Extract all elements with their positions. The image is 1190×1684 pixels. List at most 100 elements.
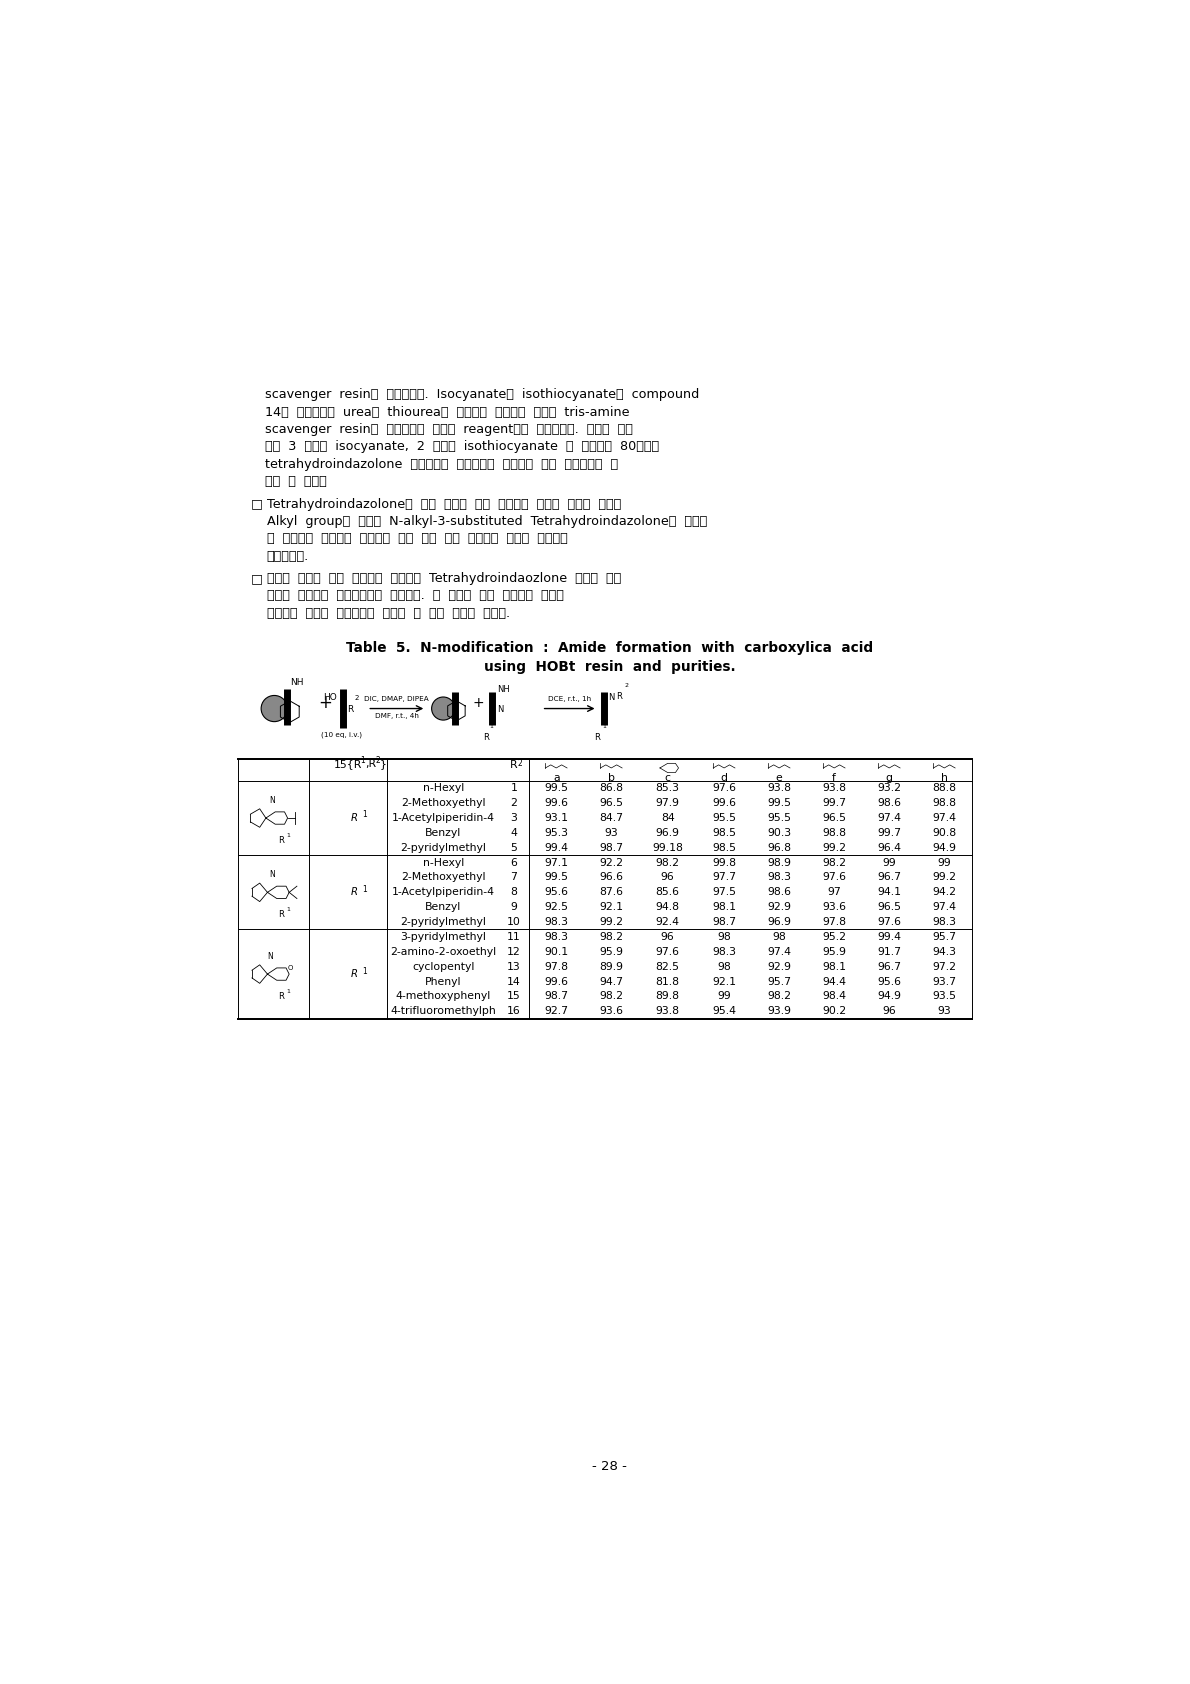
Text: a: a <box>553 773 559 783</box>
Text: 95.5: 95.5 <box>712 813 737 823</box>
Text: 94.2: 94.2 <box>932 887 957 898</box>
Text: 4: 4 <box>511 829 518 839</box>
Text: 98.3: 98.3 <box>544 931 568 941</box>
Text: 94.8: 94.8 <box>656 903 679 913</box>
Text: 99.6: 99.6 <box>544 798 568 808</box>
Text: O: O <box>288 965 294 972</box>
Text: 99.8: 99.8 <box>712 857 737 867</box>
Text: 99.4: 99.4 <box>877 931 901 941</box>
Text: 2-pyridylmethyl: 2-pyridylmethyl <box>401 842 487 852</box>
Text: 3-pyridylmethyl: 3-pyridylmethyl <box>401 931 487 941</box>
Text: 98: 98 <box>718 962 731 972</box>
Text: 93.2: 93.2 <box>877 783 901 793</box>
Text: 99.5: 99.5 <box>544 872 568 882</box>
Text: c: c <box>665 773 671 783</box>
Text: +: + <box>472 695 484 711</box>
Text: Tetrahydroindazolone은  매우  중요한  분자  골격으로  알려져  있지만  아미데: Tetrahydroindazolone은 매우 중요한 분자 골격으로 알려져… <box>267 497 621 510</box>
Text: 1: 1 <box>361 756 365 766</box>
Text: 99.5: 99.5 <box>768 798 791 808</box>
Text: 7: 7 <box>511 872 518 882</box>
Text: 99.2: 99.2 <box>932 872 957 882</box>
Text: DCE, r.t., 1h: DCE, r.t., 1h <box>549 695 591 702</box>
Text: 96.9: 96.9 <box>656 829 679 839</box>
Text: 10: 10 <box>507 918 521 928</box>
Text: 1: 1 <box>287 908 290 913</box>
Text: 화합물은  다양한  생리현상에  적용할  수  있을  것으로  기대됨.: 화합물은 다양한 생리현상에 적용할 수 있을 것으로 기대됨. <box>267 606 509 620</box>
Text: 99: 99 <box>938 857 951 867</box>
Text: 98.4: 98.4 <box>822 992 846 1002</box>
Text: 99.2: 99.2 <box>600 918 624 928</box>
Text: NH: NH <box>290 679 305 687</box>
Text: 97.1: 97.1 <box>544 857 568 867</box>
Text: h: h <box>941 773 947 783</box>
Text: N: N <box>269 871 275 879</box>
Text: 90.1: 90.1 <box>544 946 569 957</box>
Text: 98.6: 98.6 <box>768 887 791 898</box>
Text: 92.5: 92.5 <box>544 903 568 913</box>
Text: 95.3: 95.3 <box>544 829 568 839</box>
Text: DIC, DMAP, DIPEA: DIC, DMAP, DIPEA <box>364 695 430 702</box>
Text: 5: 5 <box>511 842 518 852</box>
Text: 2: 2 <box>355 695 358 701</box>
Text: 96.8: 96.8 <box>768 842 791 852</box>
Text: 93.5: 93.5 <box>932 992 957 1002</box>
Text: 1: 1 <box>511 783 518 793</box>
Text: 98: 98 <box>772 931 787 941</box>
Text: 81.8: 81.8 <box>656 977 679 987</box>
Text: 99.2: 99.2 <box>822 842 846 852</box>
Text: g: g <box>885 773 892 783</box>
Text: 저분자  화합물의  라이브러리를  구축중임.  이  과정을  통해  만들어진  저분자: 저분자 화합물의 라이브러리를 구축중임. 이 과정을 통해 만들어진 저분자 <box>267 589 563 603</box>
Text: 95.6: 95.6 <box>877 977 901 987</box>
Circle shape <box>261 695 288 722</box>
Text: 14와  반응시켜서  urea나  thiourea로  다양화된  화합물에  고체상  tris-amine: 14와 반응시켜서 urea나 thiourea로 다양화된 화합물에 고체상 … <box>265 406 630 419</box>
Text: 98.3: 98.3 <box>712 946 737 957</box>
Text: n-Hexyl: n-Hexyl <box>422 857 464 867</box>
Text: 94.1: 94.1 <box>877 887 901 898</box>
Text: 2: 2 <box>518 759 522 768</box>
Text: 93.8: 93.8 <box>822 783 846 793</box>
Text: 98.5: 98.5 <box>712 829 737 839</box>
Text: R: R <box>278 835 284 845</box>
Text: 99.7: 99.7 <box>822 798 846 808</box>
Text: 1-Acetylpiperidin-4: 1-Acetylpiperidin-4 <box>392 887 495 898</box>
Text: R: R <box>351 968 358 978</box>
Text: ,R: ,R <box>365 759 376 770</box>
Text: 97.9: 97.9 <box>656 798 679 808</box>
Text: b: b <box>608 773 615 783</box>
Text: 6: 6 <box>511 857 518 867</box>
Text: 97.6: 97.6 <box>822 872 846 882</box>
Text: 92.1: 92.1 <box>600 903 624 913</box>
Text: 97.2: 97.2 <box>932 962 957 972</box>
Text: 98.6: 98.6 <box>877 798 901 808</box>
Text: □: □ <box>251 497 263 510</box>
Text: 98.7: 98.7 <box>712 918 737 928</box>
Text: 95.6: 95.6 <box>544 887 568 898</box>
Text: 85.6: 85.6 <box>656 887 679 898</box>
Text: 97.7: 97.7 <box>712 872 737 882</box>
Text: 96.6: 96.6 <box>600 872 624 882</box>
Text: 96.4: 96.4 <box>877 842 901 852</box>
Text: 98.2: 98.2 <box>656 857 679 867</box>
Text: 98.9: 98.9 <box>768 857 791 867</box>
Text: 93.8: 93.8 <box>768 783 791 793</box>
Text: 92.2: 92.2 <box>600 857 624 867</box>
Text: 2-pyridylmethyl: 2-pyridylmethyl <box>401 918 487 928</box>
Text: 97.4: 97.4 <box>768 946 791 957</box>
Text: 2: 2 <box>511 798 518 808</box>
Text: R: R <box>483 733 489 743</box>
Text: 2-Methoxyethyl: 2-Methoxyethyl <box>401 872 486 882</box>
Text: 97.4: 97.4 <box>877 813 901 823</box>
Text: 새롭게  고안한  위의  합성법을  이용하여  Tetrahydroindaozlone  골격을  지닌: 새롭게 고안한 위의 합성법을 이용하여 Tetrahydroindaozlon… <box>267 573 621 584</box>
Text: 84.7: 84.7 <box>600 813 624 823</box>
Text: 1: 1 <box>363 967 368 975</box>
Text: 97.4: 97.4 <box>932 903 957 913</box>
Text: +: + <box>319 694 332 712</box>
Text: 93: 93 <box>938 1007 951 1015</box>
Text: 96: 96 <box>882 1007 896 1015</box>
Text: 99.18: 99.18 <box>652 842 683 852</box>
Text: n-Hexyl: n-Hexyl <box>422 783 464 793</box>
Text: Benzyl: Benzyl <box>425 903 462 913</box>
Text: 2-amino-2-oxoethyl: 2-amino-2-oxoethyl <box>390 946 496 957</box>
Text: 99: 99 <box>882 857 896 867</box>
Text: 97.4: 97.4 <box>932 813 957 823</box>
